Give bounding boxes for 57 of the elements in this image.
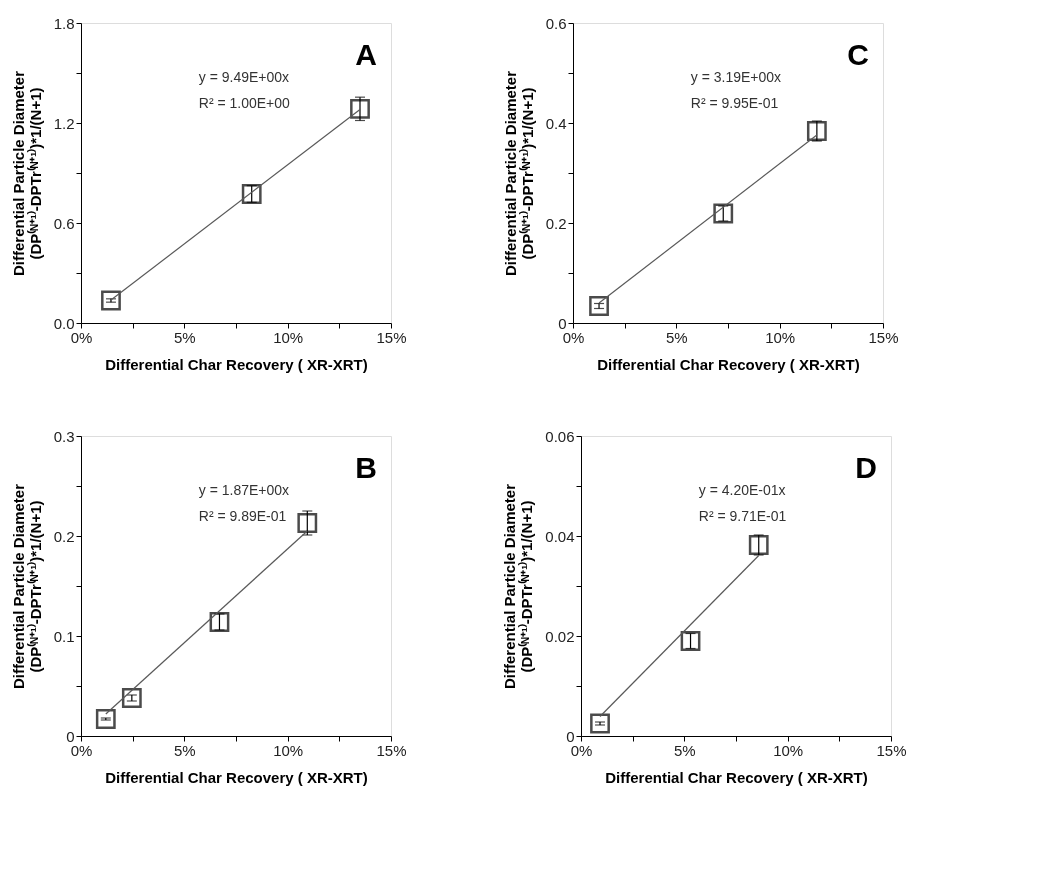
y-tick-label: 0.1 bbox=[53, 627, 75, 645]
point bbox=[297, 513, 318, 533]
y-tick-label: 0.04 bbox=[545, 527, 575, 545]
y-axis-title: Differential Particle Diameter (DP⁽ᴺ⁺¹⁾-DPTr⁽ᴺ⁺¹⁾)*1/(N+1) bbox=[501, 70, 536, 277]
x-tick-label: 5% bbox=[173, 328, 196, 346]
x-tick-label: 10% bbox=[773, 741, 804, 759]
x-tick-label: 5% bbox=[665, 328, 688, 346]
y-tick-label: 0.3 bbox=[53, 427, 75, 445]
x-axis-title: Differential Char Recovery ( XR-XRT) bbox=[105, 355, 368, 373]
x-axis-title: Differential Char Recovery ( XR-XRT) bbox=[105, 768, 368, 786]
y-tick-label: 0.02 bbox=[545, 627, 575, 645]
annotation: D bbox=[855, 451, 877, 484]
point bbox=[713, 203, 734, 224]
x-tick-label: 10% bbox=[273, 328, 304, 346]
point bbox=[350, 98, 370, 119]
point bbox=[95, 709, 116, 729]
x-tick-label: 15% bbox=[376, 741, 407, 759]
y-axis-title: Differential Particle Diameter (DP⁽ᴺ⁺¹⁾-DPTr⁽ᴺ⁺¹⁾)*1/(N+1) bbox=[9, 70, 44, 277]
point bbox=[748, 535, 769, 555]
annotation: C bbox=[847, 38, 869, 71]
x-axis-title: Differential Char Recovery ( XR-XRT) bbox=[605, 768, 868, 786]
point bbox=[121, 688, 142, 708]
point bbox=[241, 184, 262, 204]
y-tick-label: 0.6 bbox=[545, 14, 567, 32]
annotation: R² = 9.89E-01 bbox=[198, 508, 287, 524]
y-tick-label: 0.4 bbox=[545, 114, 567, 132]
point bbox=[209, 612, 230, 632]
annotation: y = 1.87E+00x bbox=[198, 482, 290, 498]
y-axis-title: Differential Particle Diameter (DP⁽ᴺ⁺¹⁾-DPTr⁽ᴺ⁺¹⁾)*1/(N+1) bbox=[501, 483, 536, 690]
x-tick-label: 15% bbox=[876, 741, 907, 759]
x-tick-label: 15% bbox=[868, 328, 899, 346]
annotation: y = 4.20E-01x bbox=[698, 482, 786, 498]
y-axis-title: Differential Particle Diameter (DP⁽ᴺ⁺¹⁾-DPTr⁽ᴺ⁺¹⁾)*1/(N+1) bbox=[9, 483, 44, 690]
annotation: R² = 9.95E-01 bbox=[690, 95, 779, 111]
x-tick-label: 5% bbox=[673, 741, 696, 759]
x-tick-label: 10% bbox=[273, 741, 304, 759]
annotation: R² = 1.00E+00 bbox=[198, 95, 291, 111]
x-axis-title: Differential Char Recovery ( XR-XRT) bbox=[597, 355, 860, 373]
y-tick-label: 0.2 bbox=[545, 214, 567, 232]
annotation: y = 3.19E+00x bbox=[690, 69, 782, 85]
point bbox=[101, 290, 121, 311]
point bbox=[680, 631, 701, 651]
y-tick-label: 0.6 bbox=[53, 214, 75, 232]
x-tick-label: 5% bbox=[173, 741, 196, 759]
y-tick-label: 1.8 bbox=[53, 14, 75, 32]
annotation: R² = 9.71E-01 bbox=[698, 508, 787, 524]
point bbox=[589, 296, 609, 316]
annotation: B bbox=[355, 451, 377, 484]
point bbox=[806, 121, 827, 141]
annotation: y = 9.49E+00x bbox=[198, 69, 290, 85]
y-tick-label: 1.2 bbox=[53, 114, 75, 132]
x-tick-label: 15% bbox=[376, 328, 407, 346]
y-tick-label: 0.2 bbox=[53, 527, 75, 545]
x-tick-label: 10% bbox=[765, 328, 796, 346]
point bbox=[590, 713, 610, 734]
annotation: A bbox=[355, 38, 377, 71]
y-tick-label: 0.06 bbox=[545, 427, 575, 445]
